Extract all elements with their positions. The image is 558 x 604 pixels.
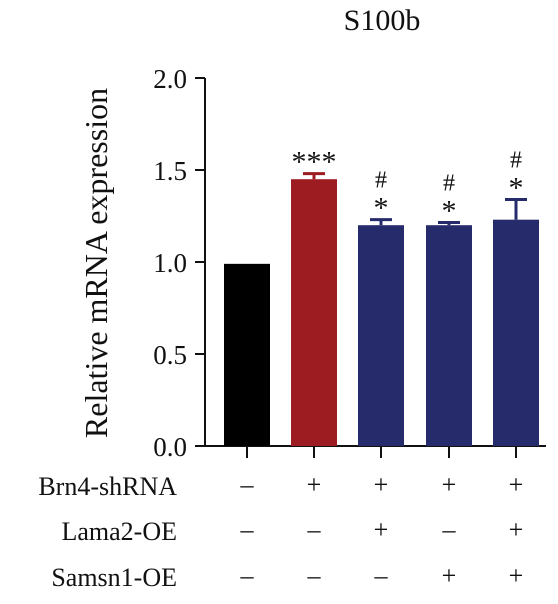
bar xyxy=(291,179,337,446)
condition-label: Brn4-shRNA xyxy=(38,472,177,501)
error-bars xyxy=(303,172,527,226)
significance-star: * xyxy=(374,192,389,225)
condition-label: Samsn1-OE xyxy=(51,563,177,592)
condition-sign: + xyxy=(509,515,524,544)
chart-title: S100b xyxy=(344,4,421,37)
bar xyxy=(426,225,472,446)
condition-sign: – xyxy=(307,515,322,544)
y-tick-label: 0.5 xyxy=(153,340,187,370)
significance-hash: # xyxy=(510,147,522,173)
condition-table: Brn4-shRNA – + + + + Lama2-OE – – + – + Samsn1-OE – – –… xyxy=(38,470,523,592)
significance-star: * xyxy=(442,194,457,227)
condition-sign: + xyxy=(374,470,389,499)
significance-labels: ****#*# *# xyxy=(292,146,524,228)
condition-sign: – xyxy=(240,561,255,590)
y-axis-label: Relative mRNA expression xyxy=(78,88,114,438)
y-ticks: 0.0 0.5 1.0 1.5 2.0 xyxy=(153,64,205,462)
significance-star: * xyxy=(509,171,524,204)
condition-sign: – xyxy=(240,515,255,544)
condition-sign: – xyxy=(307,561,322,590)
y-tick-label: 1.0 xyxy=(153,248,187,278)
condition-sign: + xyxy=(442,470,457,499)
condition-sign: + xyxy=(442,561,457,590)
y-tick-label: 0.0 xyxy=(153,432,187,462)
x-ticks xyxy=(246,446,517,458)
condition-label: Lama2-OE xyxy=(61,517,177,546)
bars xyxy=(224,179,539,446)
condition-sign: – xyxy=(442,515,457,544)
condition-sign: – xyxy=(374,561,389,590)
condition-sign: + xyxy=(307,470,322,499)
significance-hash: # xyxy=(375,168,387,194)
condition-sign: + xyxy=(374,515,389,544)
y-tick-label: 1.5 xyxy=(153,156,187,186)
bar xyxy=(493,219,539,446)
significance-star: *** xyxy=(292,146,337,179)
condition-sign: – xyxy=(240,470,255,499)
condition-sign: + xyxy=(509,561,524,590)
bar xyxy=(358,225,404,446)
bar xyxy=(224,263,270,446)
significance-hash: # xyxy=(443,170,455,196)
y-tick-label: 2.0 xyxy=(153,64,187,94)
condition-sign: + xyxy=(509,470,524,499)
